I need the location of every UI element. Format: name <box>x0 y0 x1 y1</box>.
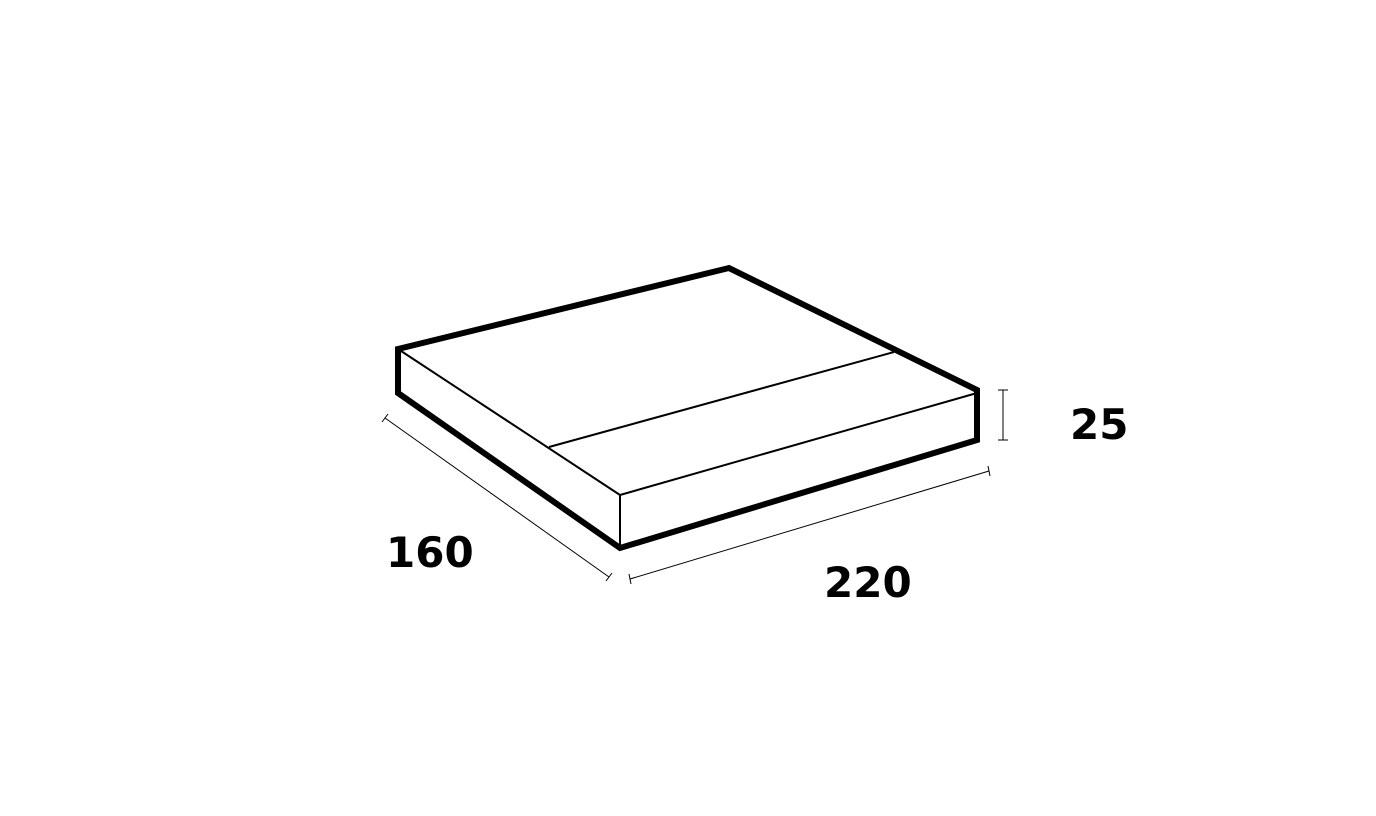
depth-label: 160 <box>386 528 474 577</box>
depth-dimension-line <box>381 413 613 582</box>
width-dimension-line <box>628 465 991 585</box>
box-top-seam-line <box>548 351 895 448</box>
height-dimension-line <box>998 389 1008 441</box>
box-outline <box>395 264 980 552</box>
width-label: 220 <box>824 558 912 607</box>
height-label: 25 <box>1070 400 1129 449</box>
box-top-left-front-edge <box>397 348 978 497</box>
